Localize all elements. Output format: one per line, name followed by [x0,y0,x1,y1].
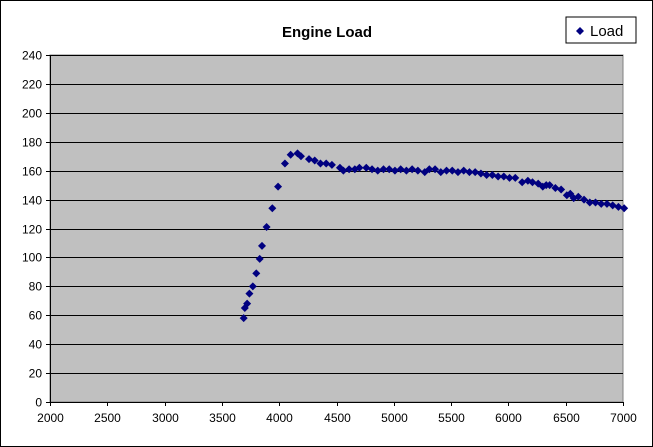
data-point [448,166,457,175]
data-point [286,150,295,159]
y-tick-label: 180 [22,136,42,150]
data-point [402,166,411,175]
data-point [385,165,394,174]
data-point [296,152,305,161]
data-point [368,165,377,174]
data-point [453,168,462,177]
data-point [499,172,508,181]
axes [46,55,624,406]
legend: Load [565,16,637,44]
data-point [580,195,589,204]
data-point [482,171,491,180]
data-point [465,168,474,177]
x-tick-label: 6000 [495,411,522,425]
data-point [505,173,514,182]
chart-title: Engine Load [282,24,372,41]
x-tick-label: 2500 [94,411,121,425]
data-point [518,178,527,187]
y-tick-label: 40 [29,338,43,352]
y-tick-label: 60 [29,309,43,323]
y-tick-label: 200 [22,107,42,121]
data-point [322,159,331,168]
data-point [252,269,261,278]
plot-area [49,54,624,403]
data-point [339,166,348,175]
data-point [597,199,606,208]
data-point [511,173,520,182]
data-point [316,159,325,168]
data-point [327,160,336,169]
y-tick-label: 100 [22,251,42,265]
grid-lines [50,55,623,374]
y-tick-label: 220 [22,78,42,92]
data-points [239,149,629,323]
data-point [280,159,289,168]
data-point [608,201,617,210]
x-tick-label: 4000 [266,411,293,425]
y-tick-label: 140 [22,194,42,208]
legend-label: Load [590,23,623,40]
data-point [243,299,252,308]
legend-marker-diamond-icon [576,27,584,35]
data-point [431,165,440,174]
data-point [528,178,537,187]
x-tick-label: 6500 [553,411,580,425]
data-point [362,163,371,172]
data-point [442,166,451,175]
data-point [248,282,257,291]
data-point [258,241,267,250]
data-point [459,166,468,175]
x-tick-label: 3000 [152,411,179,425]
data-point [591,198,600,207]
data-point [620,204,629,213]
data-point [551,184,560,193]
data-point [436,168,445,177]
data-point [425,165,434,174]
data-point [494,172,503,181]
data-point [413,166,422,175]
y-tick-label: 80 [29,280,43,294]
data-point [268,204,277,213]
data-point [585,198,594,207]
y-tick-label: 20 [29,367,43,381]
data-point [245,289,254,298]
data-point [545,181,554,190]
x-tick-label: 4500 [324,411,351,425]
data-point [574,192,583,201]
data-point [304,155,313,164]
data-point [390,166,399,175]
data-point [602,199,611,208]
x-tick-label: 3500 [209,411,236,425]
y-tick-label: 240 [22,49,42,63]
data-point [355,163,364,172]
data-point [239,314,248,323]
y-tick-label: 0 [35,396,42,410]
data-point [262,223,271,232]
x-tick-label: 7000 [610,411,637,425]
data-point [614,202,623,211]
y-axis-tick-labels: 0 20 40 60 80 100 120 140 160 180 200 220 240 [22,49,42,410]
data-point [488,171,497,180]
y-tick-label: 160 [22,165,42,179]
data-point [476,169,485,178]
x-tick-label: 5000 [381,411,408,425]
y-tick-label: 120 [22,223,42,237]
data-point [408,165,417,174]
data-point [379,165,388,174]
data-point [396,165,405,174]
data-point [471,168,480,177]
data-point [310,156,319,165]
x-tick-label: 2000 [37,411,64,425]
data-point [373,166,382,175]
data-point [345,165,354,174]
x-tick-label: 5500 [438,411,465,425]
x-axis-tick-labels: 2000 2500 3000 3500 4000 4500 5000 5500 6000 6500… [37,411,637,425]
data-point [557,185,566,194]
data-point [274,182,283,191]
